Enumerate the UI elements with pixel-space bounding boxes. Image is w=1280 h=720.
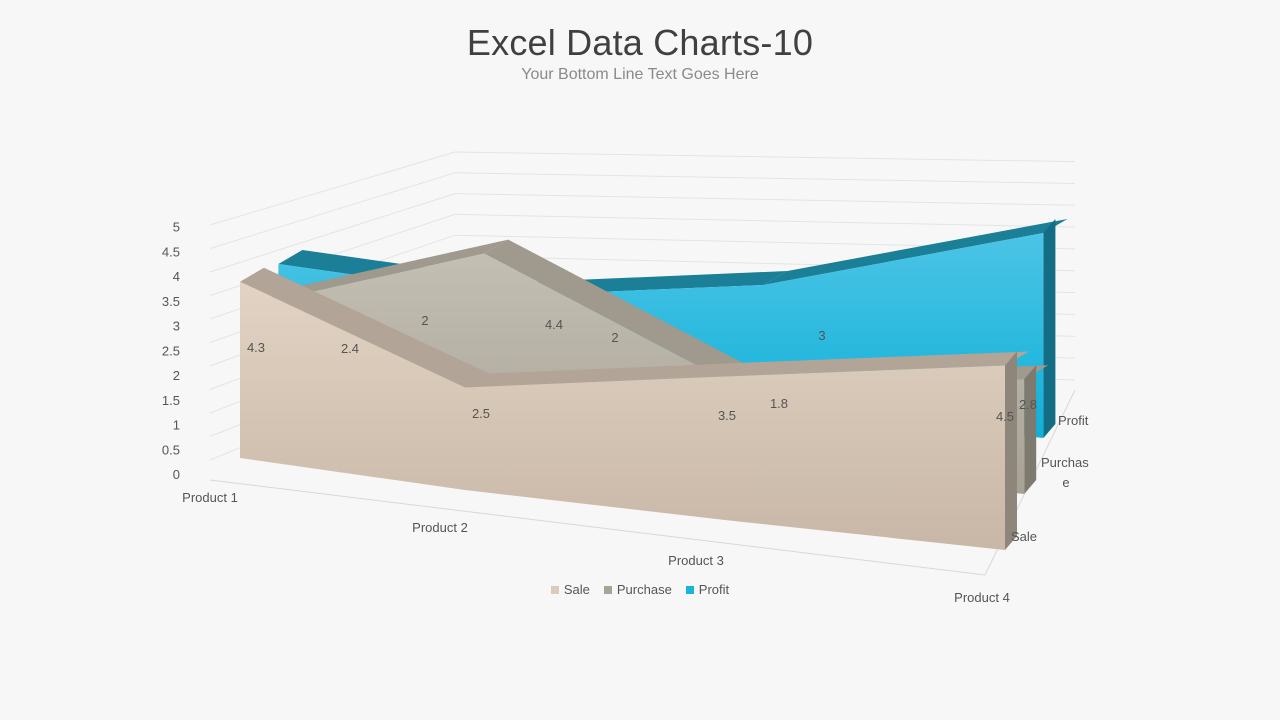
floor-front-edge (209, 479, 986, 576)
y-tick-label: 2 (173, 368, 180, 383)
x-category-label: Product 3 (668, 553, 724, 568)
area-top-purchase (259, 239, 509, 304)
depth-axis-labels: Sale Purchas e Profit (1011, 413, 1089, 544)
y-tick-label: 2.5 (162, 343, 180, 358)
chart-title: Excel Data Charts-10 (466, 22, 814, 63)
x-axis-categories: Product 1 Product 2 Product 3 Product 4 (182, 490, 1010, 605)
data-label-profit: 2 (421, 313, 428, 328)
legend-swatch-sale (550, 585, 559, 594)
data-label-sale: 3.5 (718, 408, 736, 423)
data-label-purchase: 2.8 (1019, 397, 1037, 412)
data-label-sale: 4.5 (996, 409, 1014, 424)
data-label-purchase: 1.8 (770, 396, 788, 411)
y-tick-label: 5 (173, 220, 180, 235)
gridline (454, 193, 1076, 206)
y-tick-label: 1 (173, 418, 180, 433)
y-tick-label: 4 (173, 269, 180, 284)
data-label-sale: 4.3 (247, 340, 265, 355)
data-label-profit: 3 (818, 328, 825, 343)
gridline-side (209, 172, 456, 249)
area-side-sale (1005, 351, 1017, 550)
y-tick-label: 3 (173, 319, 180, 334)
area-side-purchase (1024, 365, 1037, 494)
legend-swatch-purchase (603, 585, 612, 594)
gridline-side (209, 151, 456, 226)
area-front-sale (240, 281, 1005, 550)
area-side-profit (1043, 219, 1056, 438)
area-top-profit (763, 219, 1068, 285)
chart-subtitle: Your Bottom Line Text Goes Here (521, 66, 759, 83)
y-tick-label: 0.5 (162, 442, 180, 457)
data-label-profit: 2 (611, 330, 618, 345)
x-category-label: Product 1 (182, 490, 238, 505)
x-category-label: Product 4 (954, 590, 1010, 605)
depth-axis-label: Purchas (1041, 455, 1089, 470)
y-tick-label: 1.5 (162, 393, 180, 408)
chart-series (240, 219, 1068, 550)
area-top-sale (240, 267, 489, 388)
area-top-sale (465, 362, 749, 388)
data-label-sale: 2.5 (472, 406, 490, 421)
depth-axis-label-wrap: e (1062, 475, 1069, 490)
legend-item-profit: Profit (685, 582, 730, 597)
depth-axis-label: Profit (1058, 413, 1089, 428)
y-tick-label: 3.5 (162, 294, 180, 309)
chart-legend: Sale Purchase Profit (0, 582, 1280, 597)
legend-item-sale: Sale (550, 582, 590, 597)
y-tick-label: 0 (173, 467, 180, 482)
legend-item-purchase: Purchase (603, 582, 672, 597)
y-axis-ticks: 0 0.5 1 1.5 2 2.5 3 3.5 4 4.5 5 (162, 220, 180, 483)
legend-label-sale: Sale (563, 582, 590, 597)
y-tick-label: 4.5 (162, 244, 180, 259)
data-label-purchase: 4.4 (545, 317, 563, 332)
data-label-purchase: 2.4 (341, 341, 359, 356)
legend-label-profit: Profit (698, 582, 730, 597)
gridline (454, 151, 1076, 163)
depth-axis-label: Sale (1011, 529, 1037, 544)
legend-label-purchase: Purchase (616, 582, 672, 597)
area-top-sale (725, 351, 1029, 377)
series-sale (240, 267, 1029, 550)
gridline (454, 172, 1076, 184)
data-labels: 4.3 2.5 3.5 4.5 2.4 4.4 1.8 2.8 2 2 3 (247, 313, 1037, 424)
gridline-side (209, 193, 456, 273)
area-top-purchase (484, 239, 769, 391)
legend-swatch-profit (685, 585, 694, 594)
gridline (454, 213, 1076, 228)
x-category-label: Product 2 (412, 520, 468, 535)
